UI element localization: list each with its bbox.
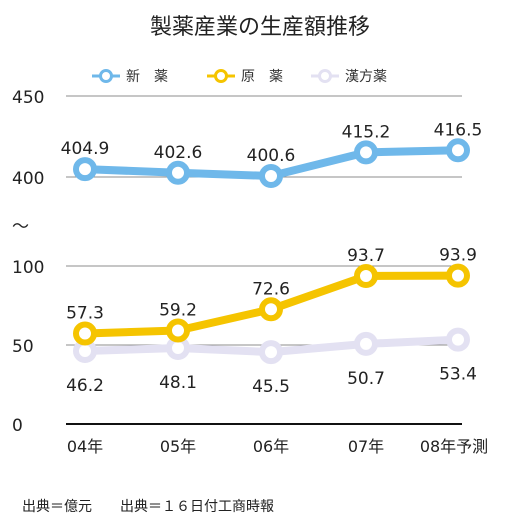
data-label: 415.2 (342, 122, 391, 142)
data-label: 72.6 (252, 279, 290, 299)
data-label: 59.2 (159, 301, 197, 321)
data-label: 402.6 (154, 143, 203, 163)
x-tick-label: 06年 (253, 437, 289, 456)
data-point (259, 340, 283, 365)
source-note: 出典＝億元 出典＝１６日付工商時報 (22, 499, 274, 515)
data-point (73, 157, 97, 182)
data-label: 93.7 (347, 246, 385, 266)
legend-marker (214, 69, 228, 83)
y-tick-label: 50 (12, 337, 34, 357)
data-label: 93.9 (439, 246, 477, 266)
data-point (73, 321, 97, 346)
legend-label: 原 薬 (241, 69, 283, 85)
data-point (354, 331, 378, 356)
legend-marker (99, 69, 113, 83)
data-point (259, 297, 283, 322)
x-tick-label: 08年予測 (420, 437, 488, 456)
axis-break-mark: 〜 (12, 217, 29, 237)
data-point (166, 318, 190, 343)
y-tick-label: 100 (12, 258, 44, 278)
y-tick-label: 400 (12, 169, 44, 189)
y-tick-label: 0 (12, 416, 23, 436)
data-label: 57.3 (66, 304, 104, 324)
data-point (259, 164, 283, 188)
data-label: 45.5 (252, 377, 290, 397)
data-point (446, 138, 470, 163)
data-point (446, 263, 470, 288)
data-label: 404.9 (61, 139, 110, 159)
series-layer (73, 138, 470, 365)
data-labels: 404.9 402.6 400.6 415.2 416.5 57.3 59.2 72.6 93.… (61, 120, 483, 397)
x-axis-ticks: 04年 05年 06年 07年 08年予測 (67, 437, 488, 456)
data-point (446, 327, 470, 352)
x-tick-label: 04年 (67, 437, 103, 456)
y-axis-ticks: 450 400 〜 100 50 0 (12, 88, 44, 436)
data-label: 46.2 (66, 376, 104, 396)
data-label: 50.7 (347, 369, 385, 389)
chart-title: 製薬産業の生産額推移 (150, 15, 370, 40)
legend: 新 薬 原 薬 漢方薬 (92, 69, 387, 85)
data-point (166, 160, 190, 185)
data-point (354, 140, 378, 165)
data-label: 400.6 (247, 146, 296, 166)
data-label: 416.5 (434, 120, 483, 140)
data-label: 53.4 (439, 365, 477, 385)
x-tick-label: 07年 (348, 437, 384, 456)
legend-label: 新 薬 (126, 69, 168, 85)
data-label: 48.1 (159, 373, 197, 393)
x-tick-label: 05年 (160, 437, 196, 456)
y-tick-label: 450 (12, 88, 44, 108)
legend-label: 漢方薬 (345, 69, 387, 85)
legend-marker (318, 69, 332, 83)
data-point (354, 264, 378, 288)
